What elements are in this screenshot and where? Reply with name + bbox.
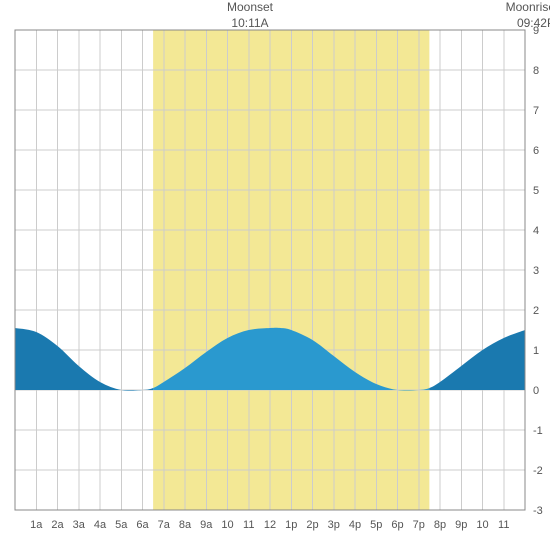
x-tick-label: 3a bbox=[73, 519, 86, 531]
moonset-label: Moonset 10:11A bbox=[210, 0, 290, 31]
x-tick-label: 8a bbox=[179, 519, 192, 531]
x-tick-label: 5a bbox=[115, 519, 128, 531]
x-tick-label: 9a bbox=[200, 519, 213, 531]
moonrise-title: Moonrise bbox=[506, 0, 550, 14]
x-tick-label: 6p bbox=[391, 519, 403, 531]
x-tick-label: 10 bbox=[221, 519, 233, 531]
x-tick-label: 7p bbox=[413, 519, 425, 531]
x-tick-label: 9p bbox=[455, 519, 467, 531]
x-tick-label: 3p bbox=[328, 519, 340, 531]
moonrise-time: 09:42P bbox=[517, 16, 550, 30]
y-tick-label: 5 bbox=[533, 185, 539, 197]
x-tick-label: 1a bbox=[30, 519, 43, 531]
x-tick-label: 12 bbox=[264, 519, 276, 531]
tide-chart: Moonset 10:11A Moonrise 09:42P -3-2-1012… bbox=[0, 0, 550, 550]
x-tick-label: 7a bbox=[158, 519, 171, 531]
y-tick-label: 2 bbox=[533, 305, 539, 317]
moonset-title: Moonset bbox=[227, 0, 273, 14]
moonrise-label: Moonrise 09:42P bbox=[475, 0, 550, 31]
x-tick-label: 1p bbox=[285, 519, 297, 531]
y-tick-label: -1 bbox=[533, 425, 543, 437]
x-tick-label: 8p bbox=[434, 519, 446, 531]
x-tick-label: 11 bbox=[498, 519, 509, 531]
y-tick-label: 8 bbox=[533, 65, 539, 77]
x-tick-label: 11 bbox=[243, 519, 254, 531]
y-tick-label: 6 bbox=[533, 145, 539, 157]
x-tick-label: 2p bbox=[306, 519, 318, 531]
x-tick-label: 4p bbox=[349, 519, 361, 531]
x-tick-label: 10 bbox=[476, 519, 488, 531]
y-tick-label: -2 bbox=[533, 465, 543, 477]
x-tick-label: 4a bbox=[94, 519, 107, 531]
y-tick-label: 0 bbox=[533, 385, 539, 397]
chart-svg: -3-2-101234567891a2a3a4a5a6a7a8a9a101112… bbox=[0, 0, 550, 550]
y-tick-label: -3 bbox=[533, 505, 543, 517]
x-tick-label: 5p bbox=[370, 519, 382, 531]
x-tick-label: 2a bbox=[51, 519, 64, 531]
y-tick-label: 4 bbox=[533, 225, 539, 237]
moonset-time: 10:11A bbox=[231, 16, 268, 30]
x-tick-label: 6a bbox=[136, 519, 149, 531]
y-tick-label: 7 bbox=[533, 105, 539, 117]
y-tick-label: 1 bbox=[533, 345, 539, 357]
y-tick-label: 3 bbox=[533, 265, 539, 277]
